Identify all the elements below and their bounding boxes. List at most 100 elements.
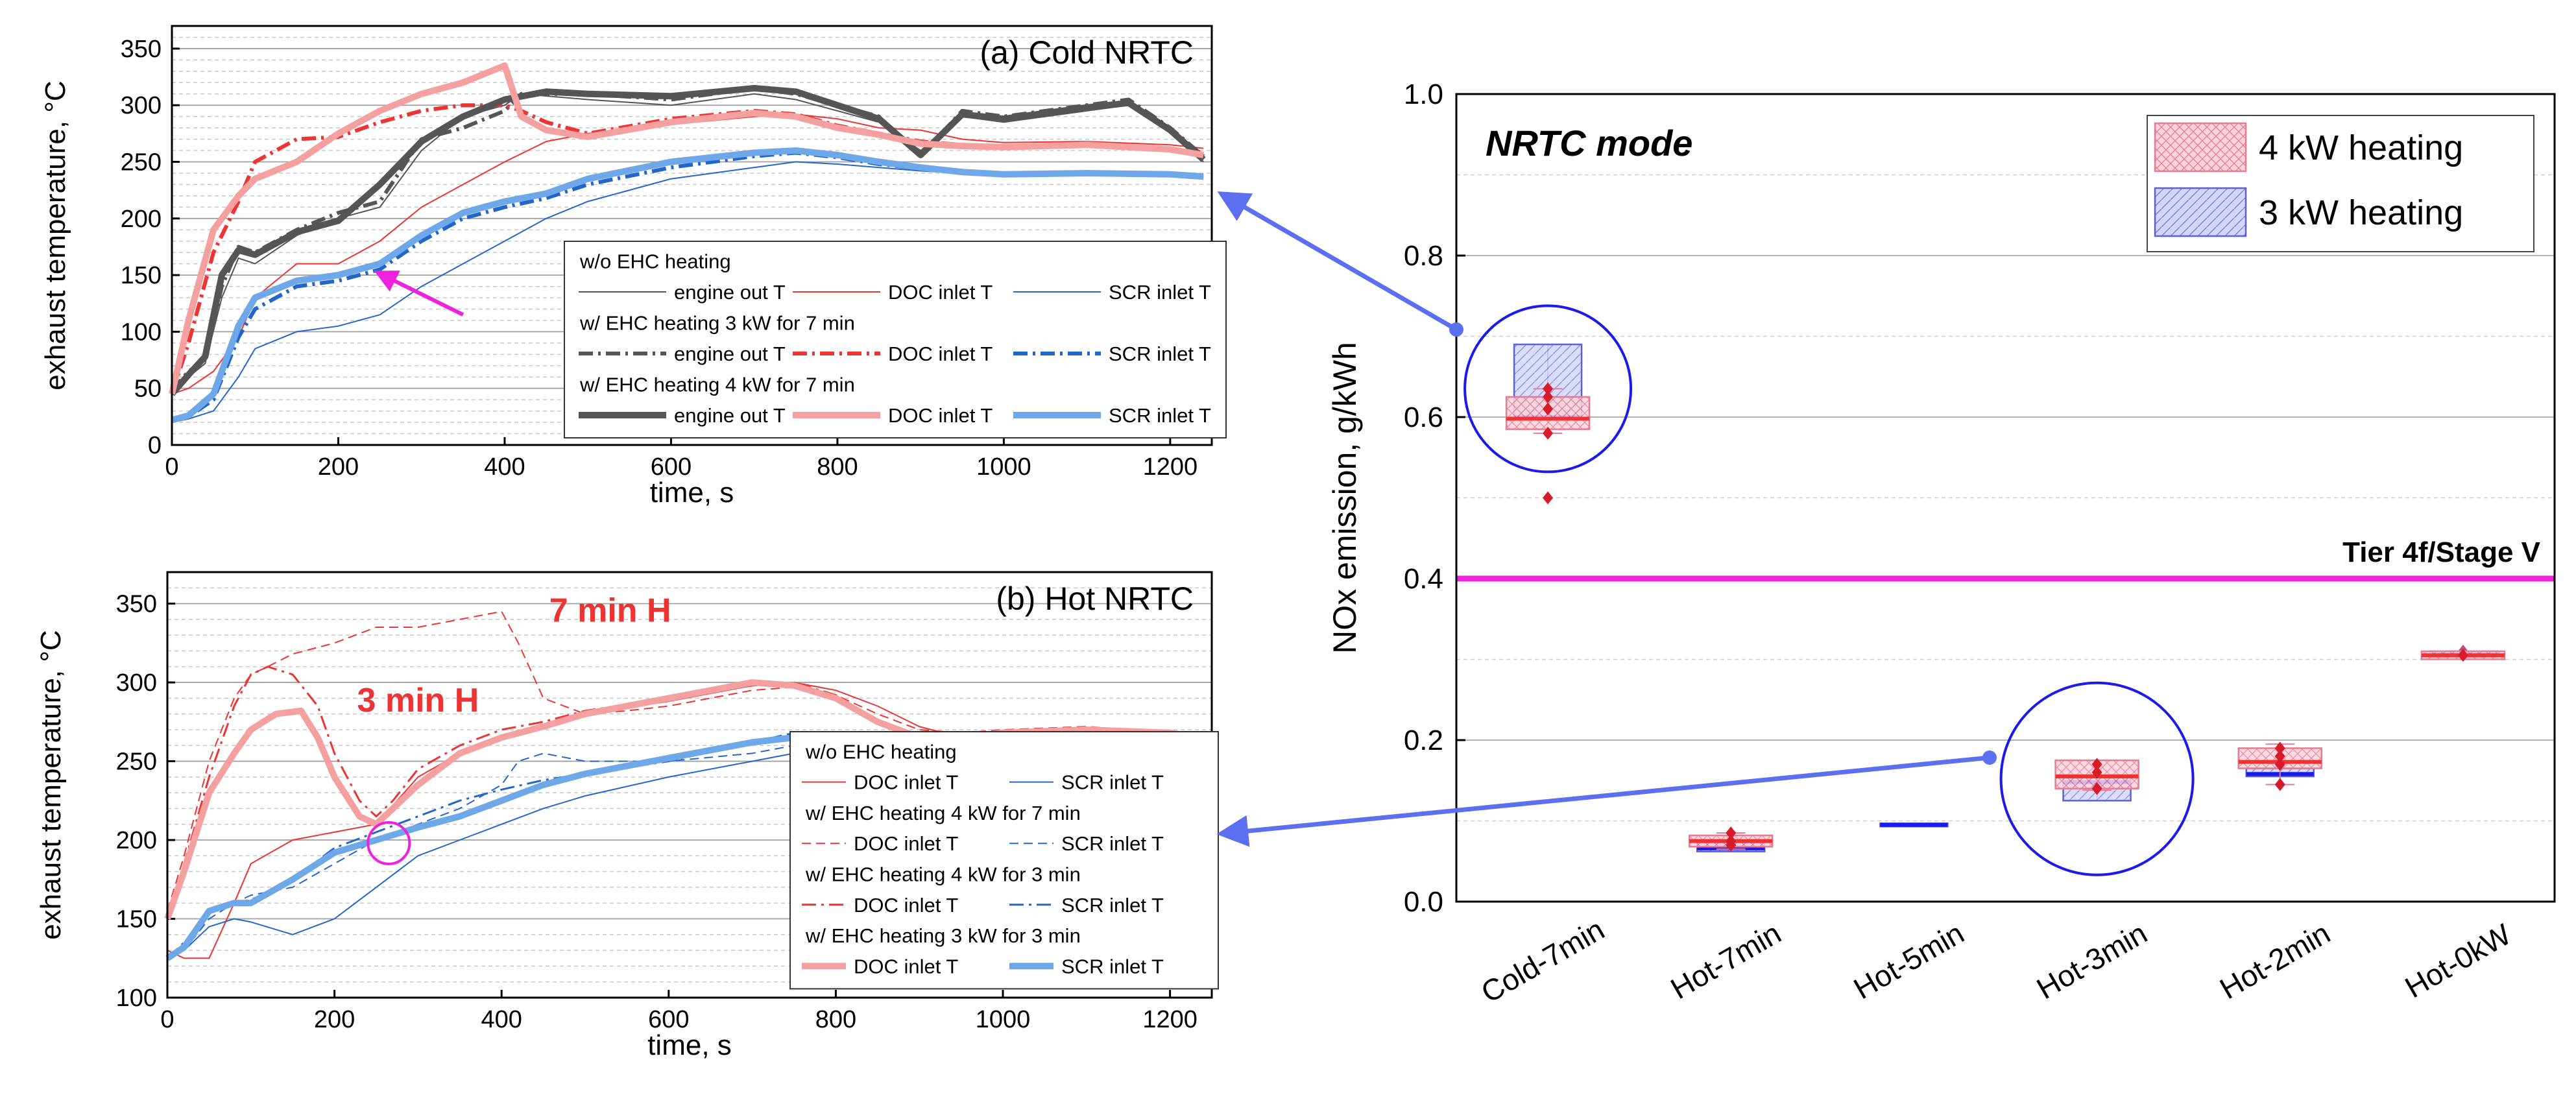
y-tick-label: 0.2 [1404,725,1443,756]
data-point [2091,765,2102,779]
legend-entry-label: DOC inlet T [854,894,958,917]
legend-entry-label: SCR inlet T [1061,771,1164,794]
legend-entry-label: engine out T [674,404,786,427]
connector-arrow-cold [1217,191,1458,332]
y-tick-label: 100 [121,318,162,346]
x-tick-label: 200 [318,453,359,481]
x-axis-label: time, s [650,477,734,509]
legend-entry-label: DOC inlet T [854,832,958,855]
legend-box [789,731,1219,990]
y-tick-label: 350 [121,36,162,63]
legend-group-header: w/ EHC heating 3 kW for 7 min [579,312,855,335]
plot-frame [1455,93,2556,903]
y-tick-label: 0.6 [1404,402,1443,433]
y-tick-label: 50 [134,376,162,403]
highlight-circle-cold [1463,304,1633,474]
data-point [1543,390,1554,403]
x-tick-label: Hot-2min [2214,916,2336,1005]
x-tick-label: 0 [160,1006,174,1033]
panel-b-hot-nrtc: 100 150 200 250 300 350 0 200 400 600 800 1000 1200 (… [35,571,1219,1061]
x-tick-label: Cold-7min [1475,912,1610,1009]
series-line [169,62,1205,395]
annotation-3min: 3 min H [357,682,479,719]
panel-c-nox-boxplot: 0.0 0.2 0.4 0.6 0.8 1.0 Tier 4f/Stage V Cold-7m… [1327,78,2556,1009]
legend-entry-label: SCR inlet T [1109,404,1211,427]
legend-entry-label: 3 kW heating [2259,193,2463,232]
connector-dot-hot [1982,750,1997,765]
legend-group-header: w/ EHC heating 3 kW for 3 min [805,924,1081,947]
legend-entry-label: DOC inlet T [854,955,958,978]
y-tick-label: 300 [116,669,157,697]
legend-group-header: w/ EHC heating 4 kW for 7 min [805,802,1081,824]
legend-entry-label: DOC inlet T [888,281,993,304]
x-tick-label: 400 [484,453,525,481]
panel-title: (a) Cold NRTC [980,34,1194,71]
series-line [169,85,1206,396]
y-tick-label: 0.8 [1404,240,1443,272]
x-tick-label: 0 [165,453,178,481]
y-tick-label: 200 [121,206,162,233]
annotation-7min: 7 min H [549,592,671,630]
data-point [2091,758,2102,771]
x-tick-label: 600 [651,453,692,481]
plot-frame [171,25,1213,446]
x-tick-label: 1200 [1143,453,1198,481]
data-point [1726,826,1737,840]
legend-entry-label: SCR inlet T [1061,894,1164,917]
legend-entry-label: DOC inlet T [888,404,993,427]
x-tick-label: Hot-3min [2031,916,2153,1005]
legend-group-header: w/ EHC heating 4 kW for 7 min [579,374,855,396]
legend-entry-label: engine out T [674,281,786,304]
x-tick-label: 1000 [976,453,1031,481]
x-tick-label: 1000 [976,1006,1031,1033]
series-line [166,666,1204,919]
connector-dot-cold [1449,322,1463,337]
x-axis-label: time, s [647,1029,732,1061]
y-tick-label: 350 [116,591,157,618]
data-point [1543,426,1554,440]
y-tick-label: 200 [116,827,157,854]
x-tick-label: 600 [648,1006,689,1033]
legend-entry-label: SCR inlet T [1061,955,1164,978]
y-tick-label: 250 [121,149,162,176]
panel-title: NRTC mode [1486,123,1692,163]
y-axis-label: exhaust temperature, °C [40,80,71,390]
legend-group-header: w/o EHC heating [579,250,731,273]
series-line [171,147,1204,424]
legend-entry-label: SCR inlet T [1109,281,1211,304]
legend-entry-label: engine out T [674,342,786,365]
panel-title: (b) Hot NRTC [996,581,1194,617]
highlight-circle-hot3 [1999,681,2195,876]
x-tick-label: Hot-5min [1848,916,1970,1005]
data-point [1726,834,1737,848]
legend-swatch [2154,187,2247,237]
legend-entry-label: SCR inlet T [1061,832,1164,855]
legend-entry-label: 4 kW heating [2259,128,2463,167]
data-point [2274,778,2285,791]
x-tick-label: 200 [314,1006,355,1033]
data-point [2457,649,2468,662]
limit-line-label: Tier 4f/Stage V [2342,536,2541,568]
y-tick-label: 150 [116,906,157,933]
y-tick-label: 150 [121,262,162,289]
data-point [2274,758,2285,771]
pointer-arrow [374,270,464,317]
y-axis-label: NOx emission, g/kWh [1327,342,1363,654]
y-axis-label: exhaust temperature, °C [35,630,67,939]
x-tick-label: 400 [481,1006,522,1033]
legend-swatch [2154,122,2247,173]
legend-group-header: w/ EHC heating 4 kW for 3 min [805,863,1081,886]
y-tick-label: 300 [121,92,162,119]
highlight-circle [367,821,411,865]
data-point [2091,782,2102,795]
legend-box [564,241,1227,438]
data-point [2274,749,2285,763]
x-tick-label: Hot-0kW [2399,917,2516,1005]
x-tick-label: 800 [815,1006,856,1033]
connector-arrow-hot [1216,755,1990,847]
connector-arrows [1216,191,1997,847]
legend-entry-label: SCR inlet T [1109,342,1211,365]
y-tick-label: 250 [116,749,157,776]
data-point [2274,741,2285,755]
